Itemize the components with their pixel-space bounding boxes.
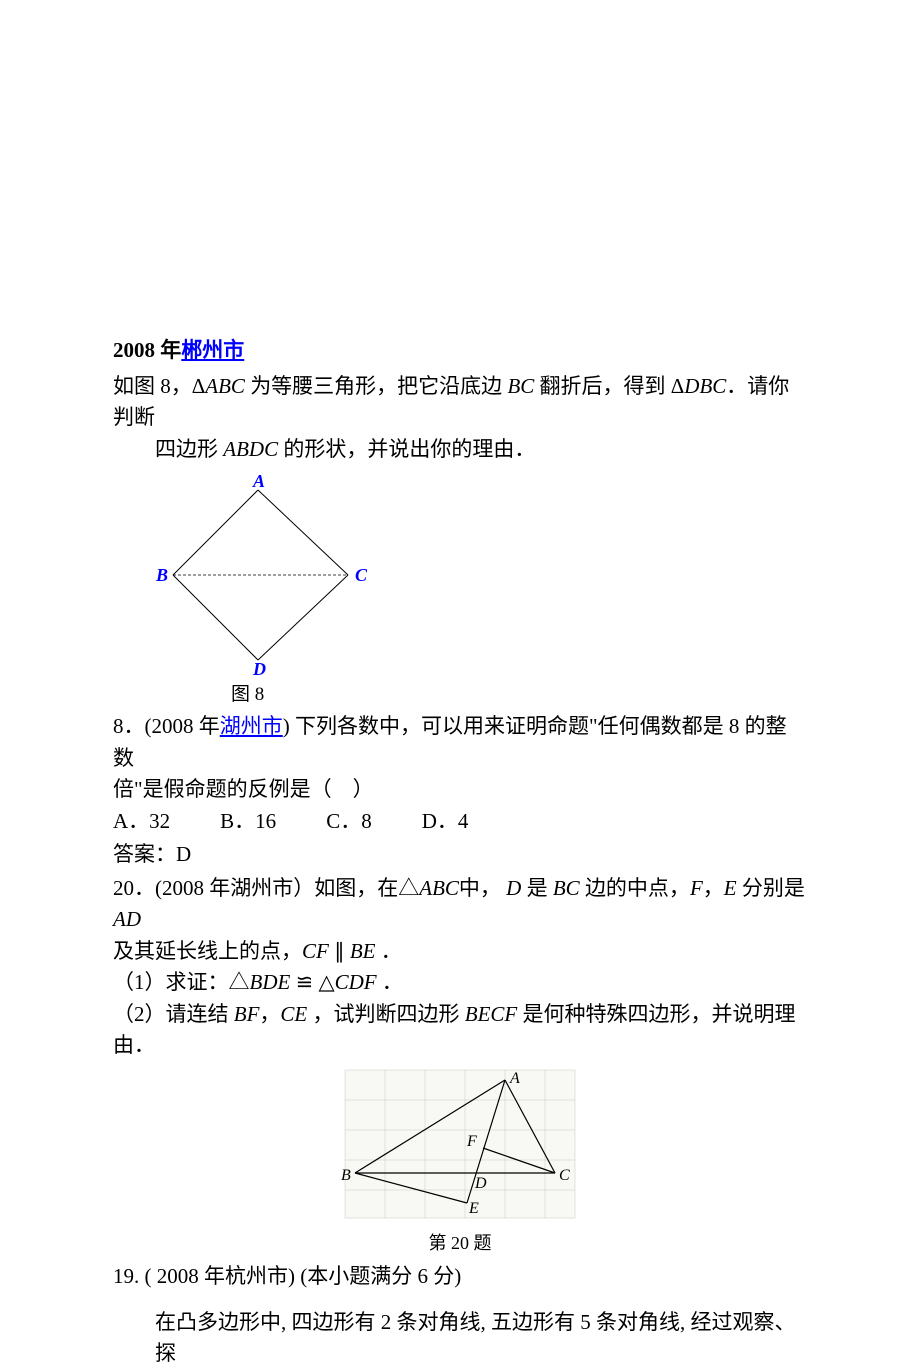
bf: BF — [234, 1002, 260, 1026]
ce: CE — [280, 1002, 307, 1026]
abdc: ABDC — [223, 437, 278, 461]
choice-c: C．8 — [326, 806, 372, 838]
q20-line1: 20．(2008 年湖州市）如图，在△ABC中， D 是 BC 边的中点，F，E… — [113, 873, 807, 936]
vertex-A: A — [252, 475, 265, 491]
abc: ABC — [205, 374, 245, 398]
bde: BDE — [250, 970, 291, 994]
t: 中， — [459, 876, 501, 900]
huzhou-link[interactable]: 湖州市 — [220, 714, 283, 738]
figure8-container: A B C D 图 8 — [153, 475, 807, 709]
ad: AD — [113, 907, 141, 931]
vD: D — [474, 1175, 487, 1192]
p: ． — [377, 970, 403, 994]
cdf: CDF — [335, 970, 377, 994]
q8-text2: 倍"是假命题的反例是（ ） — [113, 777, 374, 801]
d: D — [506, 876, 521, 900]
q20-sub2-line1: （2）请连结 BF，CE ，试判断四边形 BECF 是何种特殊四边形，并说明理 — [113, 999, 807, 1031]
vA: A — [509, 1070, 520, 1087]
figure20-caption: 第 20 题 — [113, 1230, 807, 1257]
choice-d: D．4 — [422, 806, 469, 838]
vE: E — [468, 1200, 479, 1217]
chenzhou-problem-line1: 如图 8，ΔABC 为等腰三角形，把它沿底边 BC 翻折后，得到 ΔDBC．请你… — [113, 371, 807, 434]
year-2008: 2008 年 — [113, 338, 181, 362]
tri: △ — [318, 970, 334, 994]
tri: △ — [398, 876, 419, 900]
q20-year: (2008 年湖州市）如图，在 — [155, 876, 398, 900]
be: BE — [350, 939, 376, 963]
cf: CF — [302, 939, 329, 963]
chenzhou-problem-line2: 四边形 ABDC 的形状，并说出你的理由． — [113, 434, 807, 466]
bc: BC — [553, 876, 580, 900]
e: E — [724, 876, 737, 900]
t: 是 — [521, 876, 553, 900]
q8-num: 8． — [113, 714, 145, 738]
q8-answer: 答案：D — [113, 839, 807, 871]
q8-choices: A．32 B．16 C．8 D．4 — [113, 806, 807, 838]
q20-num: 20． — [113, 876, 155, 900]
delta: Δ — [192, 374, 206, 398]
choice-b: B．16 — [220, 806, 276, 838]
p: ． — [376, 939, 402, 963]
delta: Δ — [671, 374, 685, 398]
q20-sub2-line2: 由． — [113, 1030, 807, 1062]
huzhou-q8-line1: 8．(2008 年湖州市) 下列各数中，可以用来证明命题"任何偶数都是 8 的整… — [113, 711, 807, 774]
t: ，试判断四边形 — [307, 1002, 465, 1026]
bc: BC — [507, 374, 534, 398]
q20-sub1: （1）求证：△BDE ≌ △CDF ． — [113, 967, 807, 999]
vertex-D: D — [252, 659, 266, 675]
becf: BECF — [465, 1002, 518, 1026]
text: 翻折后，得到 — [534, 374, 671, 398]
f: F — [690, 876, 703, 900]
figure8-caption: 图 8 — [231, 681, 807, 710]
close-paren: ) — [283, 714, 295, 738]
q19-line2: 在凸多边形中, 四边形有 2 条对角线, 五边形有 5 条对角线, 经过观察、探 — [113, 1307, 807, 1370]
t: 边的中点， — [580, 876, 690, 900]
chenzhou-title: 2008 年郴州市 — [113, 335, 807, 367]
q19-year: ( 2008 年杭州市) (本小题满分 6 分) — [145, 1264, 462, 1288]
text: 的形状，并说出你的理由． — [278, 437, 535, 461]
q20-line2: 及其延长线上的点，CF ∥ BE ． — [113, 936, 807, 968]
par: ∥ — [329, 939, 350, 963]
chenzhou-link[interactable]: 郴州市 — [181, 338, 244, 362]
dbc: DBC — [684, 374, 726, 398]
huzhou-q8-line2: 倍"是假命题的反例是（ ） — [113, 774, 807, 806]
q8-year: (2008 年 — [145, 714, 220, 738]
text: 四边形 — [155, 437, 223, 461]
q19-num: 19. — [113, 1264, 145, 1288]
vC: C — [559, 1167, 570, 1184]
c: ， — [259, 1002, 280, 1026]
t: （2）请连结 — [113, 1002, 234, 1026]
abc: ABC — [419, 876, 459, 900]
vertex-B: B — [155, 565, 168, 585]
choice-a: A．32 — [113, 806, 170, 838]
tri: △ — [229, 970, 250, 994]
text: 如图 8， — [113, 374, 192, 398]
vertex-C: C — [355, 565, 368, 585]
figure20-container: A B C D E F 第 20 题 — [113, 1068, 807, 1258]
t: 是何种特殊四边形，并说明理 — [517, 1002, 795, 1026]
figure8-rhombus: A B C D — [153, 475, 383, 675]
t: 分别是 — [737, 876, 805, 900]
vB: B — [341, 1167, 351, 1184]
c: ， — [703, 876, 724, 900]
text: 为等腰三角形，把它沿底边 — [245, 374, 508, 398]
figure20-triangle: A B C D E F — [325, 1068, 595, 1223]
t: （1）求证： — [113, 970, 229, 994]
vF: F — [466, 1133, 477, 1150]
q19-line1: 19. ( 2008 年杭州市) (本小题满分 6 分) — [113, 1261, 807, 1293]
t: 及其延长线上的点， — [113, 939, 302, 963]
cong: ≌ — [290, 970, 318, 994]
